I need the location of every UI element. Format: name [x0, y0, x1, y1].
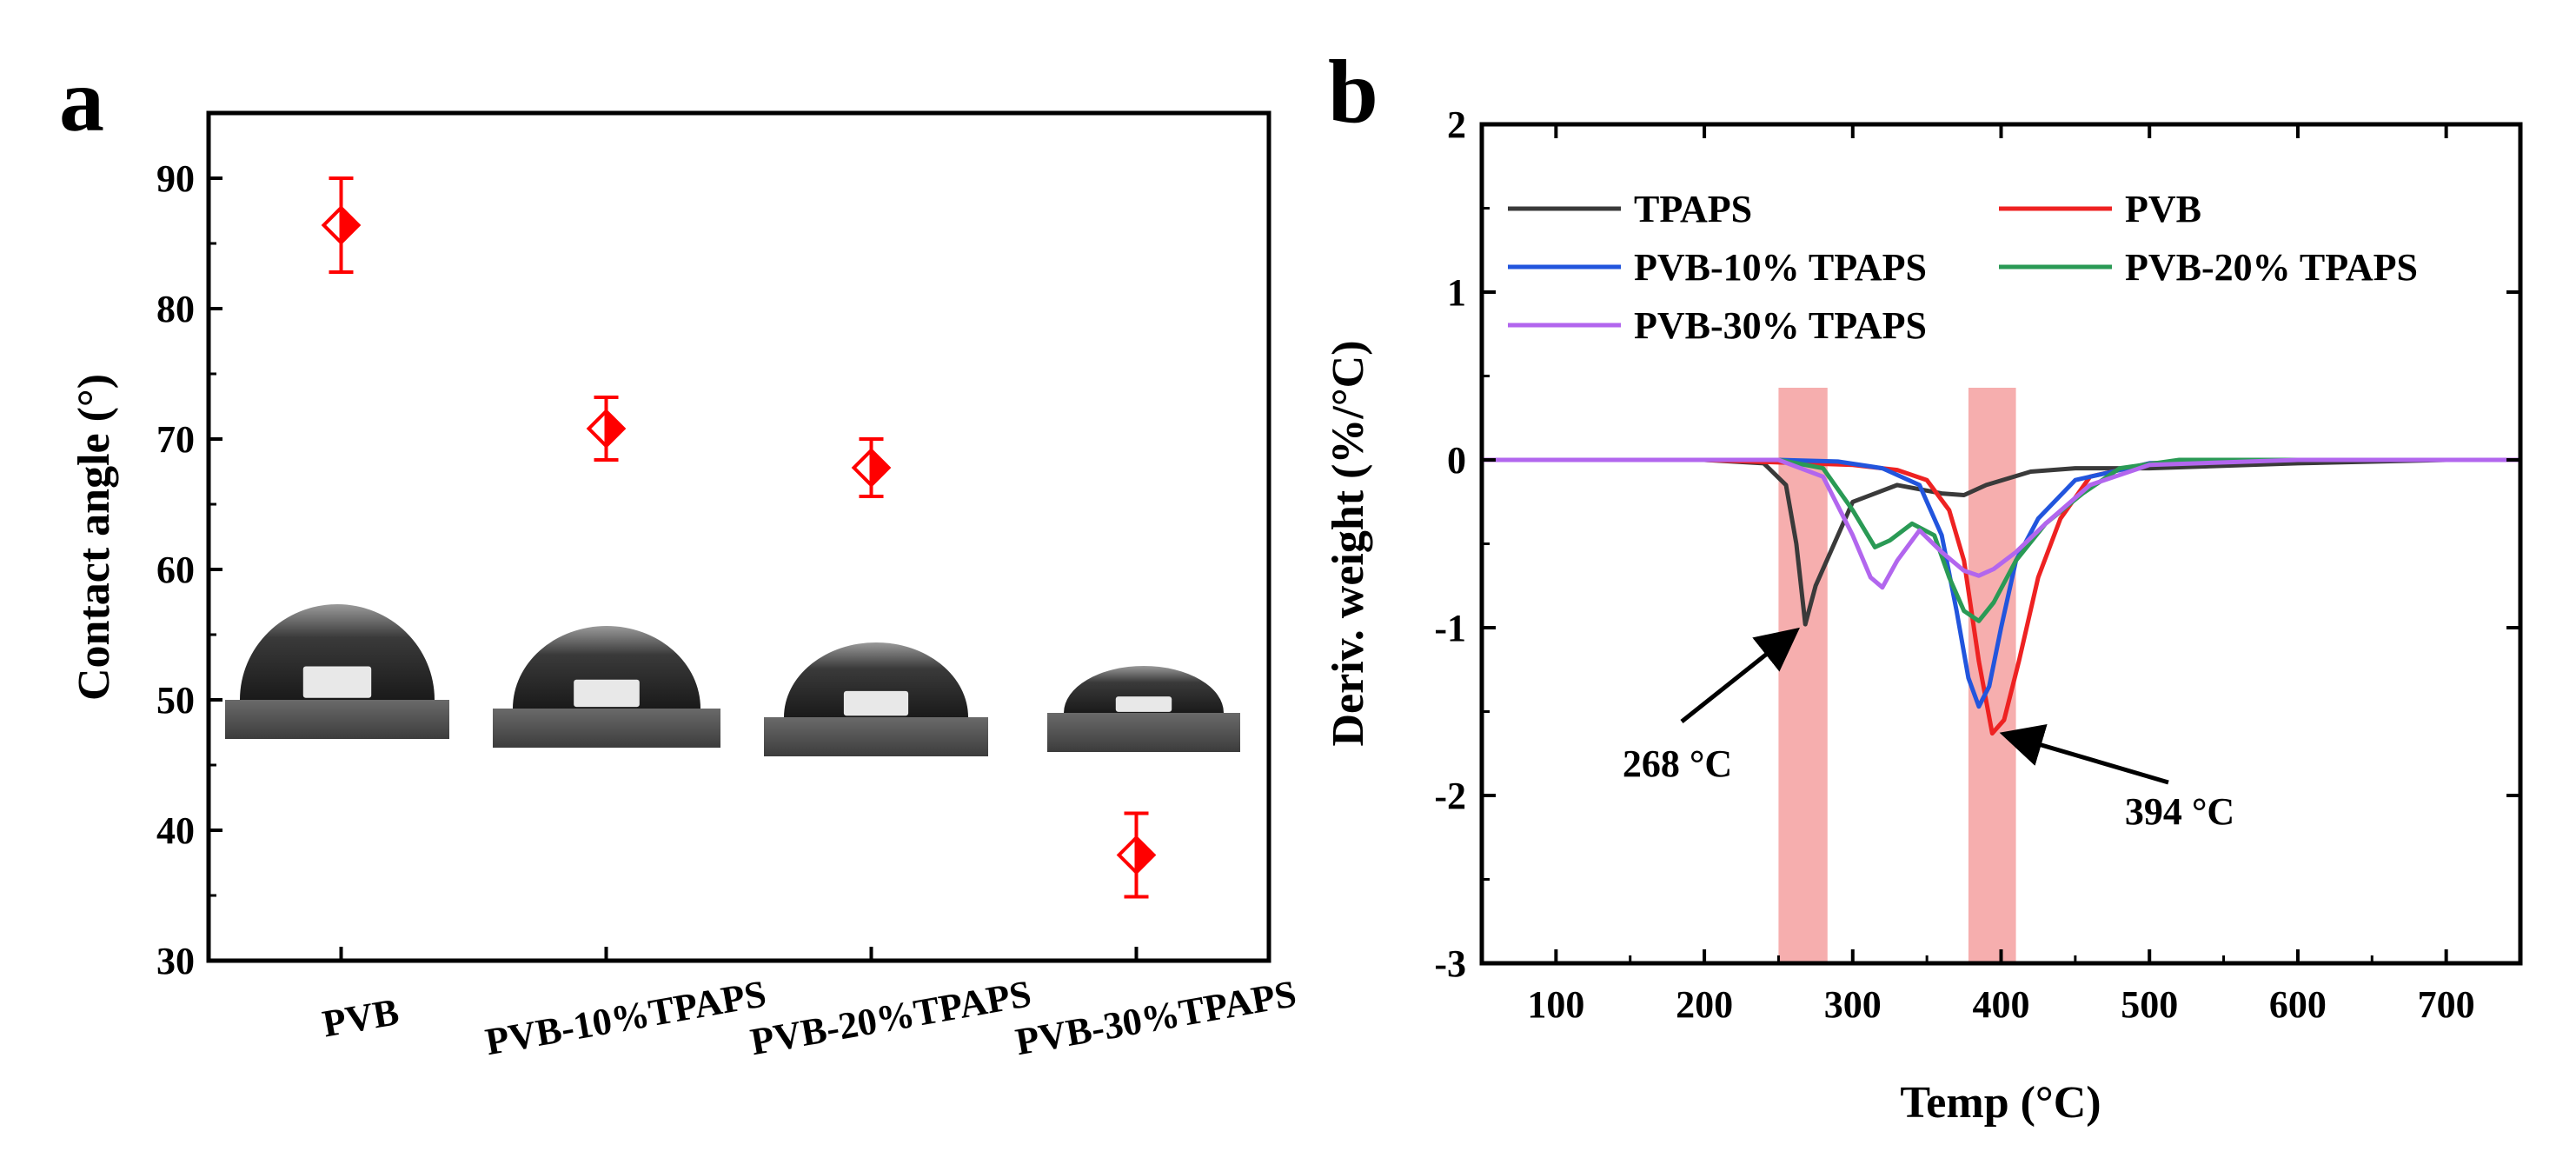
droplet-photo — [493, 626, 720, 748]
droplet-photo — [225, 604, 449, 739]
marker-fill — [871, 450, 889, 485]
y-tick-label: -1 — [1434, 607, 1466, 649]
y-axis-a: 30 40 50 60 70 80 90 — [156, 157, 222, 982]
panel-b-label: b — [1328, 42, 1378, 142]
y-axis-b: -3 -2 -1 0 1 2 — [1434, 103, 2520, 985]
marker-fill — [1136, 837, 1154, 873]
series-line — [1482, 457, 2520, 623]
contact-angle-chart: 30 40 50 60 70 80 90 PVB PVB-10%TPAPSPVB-20%TPA… — [70, 110, 1299, 1063]
y-axis-label-b: Deriv. weight (%/°C) — [1324, 340, 1373, 746]
marker-outline — [851, 448, 892, 488]
droplet-insets — [225, 604, 1240, 756]
x-axis-b: 100 200 300 400 500 600 700 — [1480, 124, 2522, 1026]
y-tick-label: 40 — [156, 809, 195, 852]
data-point — [586, 396, 627, 462]
y-tick-label: 80 — [156, 288, 195, 330]
y-tick-label: 30 — [156, 940, 195, 982]
legend-entry: PVB-30% TPAPS — [1508, 304, 1927, 347]
annotation-arrow — [1999, 723, 2169, 785]
x-tick-label: 700 — [2418, 983, 2475, 1026]
y-axis-label-a: Contact angle (°) — [70, 374, 119, 701]
legend: TPAPS PVB PVB-10% TPAPS PVB-20% TPAPS PVB-30… — [1508, 188, 2418, 347]
plot-frame-a — [206, 110, 1271, 963]
x-axis-label-b: Temp (°C) — [1900, 1078, 2101, 1128]
annotation-268: 268 °C — [1623, 627, 1800, 785]
y-tick-label: 1 — [1447, 271, 1466, 314]
legend-label: PVB — [2125, 188, 2201, 230]
x-tick-label: 200 — [1676, 983, 1733, 1026]
legend-label: PVB-20% TPAPS — [2125, 246, 2418, 289]
data-points-a — [321, 176, 1157, 899]
series-line — [1482, 457, 2520, 627]
y-tick-label: 70 — [156, 418, 195, 461]
x-tick-label: 500 — [2121, 983, 2178, 1026]
y-tick-label: 60 — [156, 549, 195, 591]
annotation-label: 268 °C — [1623, 742, 1732, 785]
panel-a-label: a — [59, 50, 104, 150]
marker-outline — [321, 205, 362, 245]
legend-entry: PVB-10% TPAPS — [1508, 246, 1927, 289]
legend-entry: TPAPS — [1508, 188, 1752, 230]
series-lines — [1482, 457, 2520, 736]
x-category-label: PVB-20%TPAPS — [747, 972, 1034, 1063]
x-category-label: PVB-30%TPAPS — [1012, 972, 1299, 1063]
x-category-label: PVB-10%TPAPS — [482, 972, 769, 1063]
data-point — [321, 176, 362, 274]
x-tick-label: 400 — [1973, 983, 2030, 1026]
dtg-chart: -3 -2 -1 0 1 2 100 200 300 400 500 600 700 TPAPS PVB… — [1324, 103, 2523, 1128]
droplet-photo — [1047, 666, 1240, 752]
legend-entry: PVB — [1999, 188, 2201, 230]
marker-fill — [606, 411, 624, 446]
series-line — [1482, 457, 2520, 590]
legend-entry: PVB-20% TPAPS — [1999, 246, 2418, 289]
x-tick-label: 300 — [1824, 983, 1882, 1026]
legend-label: TPAPS — [1634, 188, 1752, 230]
y-tick-label: 0 — [1447, 439, 1466, 482]
data-point — [1116, 811, 1157, 899]
annotation-394: 394 °C — [1999, 723, 2234, 833]
y-tick-label: 90 — [156, 157, 195, 200]
marker-outline — [1116, 835, 1157, 875]
x-tick-label: 100 — [1527, 983, 1584, 1026]
y-tick-label: -2 — [1434, 775, 1466, 817]
y-tick-label: -3 — [1434, 942, 1466, 985]
y-tick-label: 2 — [1447, 103, 1466, 146]
annotation-arrow — [1680, 627, 1800, 723]
x-category-label: PVB — [319, 990, 402, 1046]
annotations: 268 °C 394 °C — [1623, 627, 2234, 833]
marker-outline — [586, 409, 627, 449]
annotation-label: 394 °C — [2125, 790, 2234, 833]
data-point — [851, 437, 892, 498]
legend-label: PVB-10% TPAPS — [1634, 246, 1927, 289]
x-tick-label: 600 — [2269, 983, 2327, 1026]
legend-label: PVB-30% TPAPS — [1634, 304, 1927, 347]
y-tick-label: 50 — [156, 679, 195, 722]
marker-fill — [341, 208, 359, 243]
droplet-photo — [764, 642, 988, 756]
